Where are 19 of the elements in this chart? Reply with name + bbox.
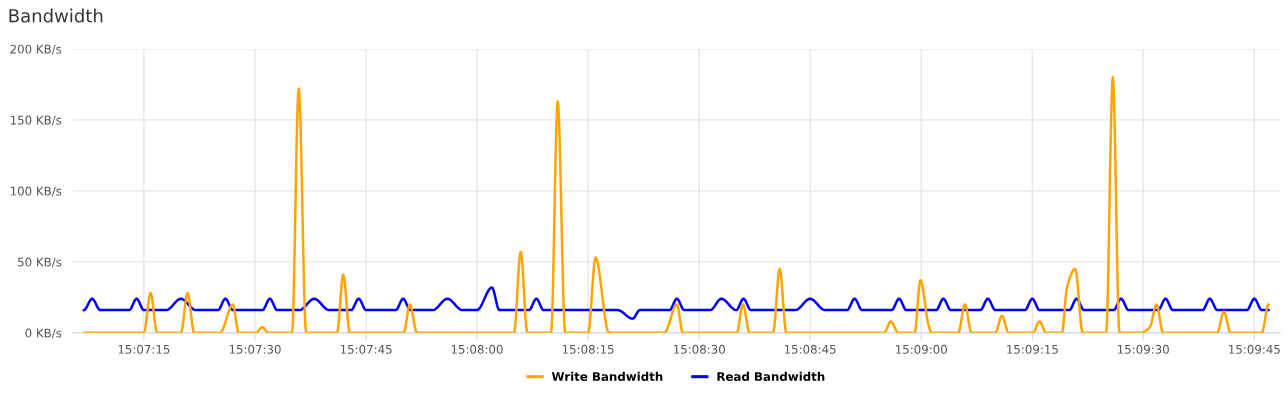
y-tick-label: 100 KB/s: [10, 186, 62, 197]
x-tick-label: 15:07:45: [340, 344, 392, 354]
legend-label: Read Bandwidth: [717, 371, 825, 381]
x-tick-label: 15:08:30: [674, 344, 725, 354]
x-tick-label: 15:09:15: [1007, 344, 1058, 354]
y-tick-label: 150 KB/s: [10, 115, 62, 126]
x-tick-label: 15:08:00: [451, 344, 503, 354]
x-tick-label: 15:09:00: [896, 344, 947, 354]
y-tick-label: 0 KB/s: [25, 328, 62, 339]
x-tick-label: 15:09:45: [1229, 344, 1280, 354]
y-tick-label: 200 KB/s: [10, 44, 62, 55]
legend-label: Write Bandwidth: [551, 371, 663, 381]
x-tick-label: 15:09:30: [1117, 344, 1169, 354]
x-tick-label: 15:07:15: [118, 344, 170, 354]
y-tick-label: 50 KB/s: [18, 257, 62, 268]
x-tick-label: 15:08:45: [784, 344, 836, 354]
chart-title: Bandwidth: [9, 8, 103, 23]
x-tick-label: 15:07:30: [229, 344, 281, 354]
x-tick-label: 15:08:15: [562, 344, 614, 354]
